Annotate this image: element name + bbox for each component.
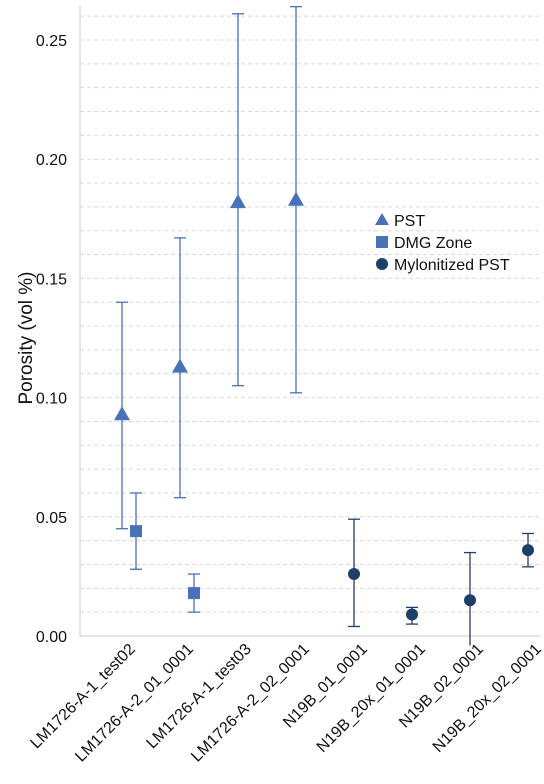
- x-tick-label: LM1726-A-1_test03: [143, 641, 254, 752]
- x-tick-label: LM1726-A-2_01_0001: [72, 641, 197, 766]
- legend-label: Mylonitized PST: [394, 257, 510, 274]
- data-point: [130, 525, 142, 538]
- y-tick-label: 0.05: [36, 510, 67, 527]
- data-point: [188, 587, 200, 600]
- data-point: [348, 568, 360, 581]
- legend-marker: [376, 236, 388, 248]
- x-tick-label: N19B_20x_01_0001: [314, 641, 429, 756]
- legend: PST DMG Zone Mylonitized PST: [375, 213, 510, 274]
- x-axis-ticks: LM1726-A-1_test02LM1726-A-2_01_0001LM172…: [27, 641, 544, 766]
- data-point: [522, 544, 534, 557]
- legend-label: DMG Zone: [394, 235, 472, 252]
- grid: [80, 15, 540, 613]
- data-point: [406, 608, 418, 621]
- data-point: [464, 594, 476, 607]
- data-point: [230, 194, 246, 209]
- data-point: [288, 191, 304, 206]
- series-dmg-zone: [130, 492, 200, 613]
- y-tick-label: 0.20: [36, 152, 67, 169]
- legend-marker: [376, 258, 388, 270]
- x-tick-label: N19B_20x_02_0001: [430, 641, 544, 756]
- x-tick-label: LM1726-A-2_02_0001: [188, 641, 313, 766]
- data-series: [114, 5, 534, 646]
- axes: [79, 6, 540, 637]
- y-axis-ticks: 0.00 0.05 0.10 0.15 0.20 0.25: [36, 33, 67, 646]
- data-point: [172, 358, 188, 373]
- x-tick-label: LM1726-A-1_test02: [27, 641, 138, 752]
- series-pst: [114, 5, 304, 530]
- y-tick-label: 0.15: [36, 271, 67, 288]
- y-tick-label: 0.10: [36, 391, 67, 408]
- y-tick-label: 0.00: [36, 629, 67, 646]
- data-point: [114, 406, 130, 421]
- legend-label: PST: [394, 213, 425, 230]
- legend-marker: [375, 213, 389, 225]
- series-mylonitized-pst: [348, 518, 534, 646]
- y-axis-title: Porosity (vol %): [16, 271, 37, 404]
- y-tick-label: 0.25: [36, 33, 67, 50]
